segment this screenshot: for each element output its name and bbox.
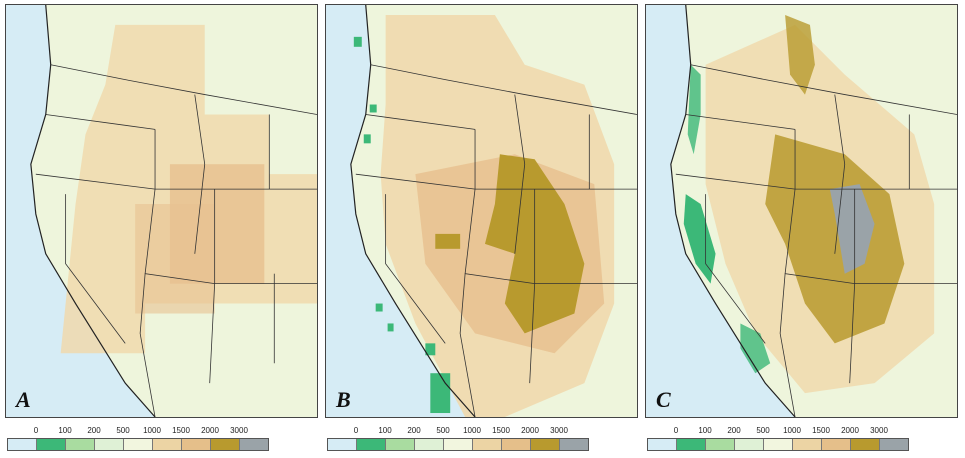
legend-tick: 1000 [143,426,161,435]
legend-tick: 200 [87,426,101,435]
legend-color-swatch [560,439,588,450]
legend-color-swatch [240,439,268,450]
legend-tick: 1000 [463,426,481,435]
legend-c: 0 100 200 500 1000 1500 2000 3000 [647,426,909,454]
legend-tick: 1500 [812,426,830,435]
legend-ticks: 0 100 200 500 1000 1500 2000 3000 [7,426,269,438]
legend-color-swatch [473,439,502,450]
legend-color-swatch [37,439,66,450]
legend-color-swatch [124,439,153,450]
legend-color-swatch [415,439,444,450]
legend-color-swatch [851,439,880,450]
legend-tick: 500 [756,426,770,435]
legend-tick: 2000 [841,426,859,435]
legend-tick: 3000 [870,426,888,435]
legend-a: 0 100 200 500 1000 1500 2000 3000 [7,426,269,454]
southern-green-patch [740,323,771,374]
legend-color-swatch [764,439,793,450]
elevation-high-block-2 [135,204,215,314]
legend-tick: 500 [436,426,450,435]
legend-tick: 200 [407,426,421,435]
legend-color-swatch [706,439,735,450]
legend-color-swatch [8,439,37,450]
coastline [350,5,476,417]
highland-patch [435,233,461,249]
legend-color-swatch [677,439,706,450]
legend-color-swatch [822,439,851,450]
legend-color-swatch [735,439,764,450]
legend-tick: 200 [727,426,741,435]
legend-tick: 100 [698,426,712,435]
legend-color-bar [647,438,909,451]
map-panel-b: B [325,4,638,418]
legend-color-swatch [357,439,386,450]
map-b-svg [350,5,637,417]
legend-color-bar [327,438,589,451]
legend-tick: 500 [116,426,130,435]
legend-color-swatch [444,439,473,450]
elevation-peak-region [829,184,875,274]
state-borders [675,64,957,417]
legend-color-swatch [793,439,822,450]
legend-color-swatch [182,439,211,450]
state-borders [35,64,317,417]
map-panel-a: A [5,4,318,418]
sierra-green-belt [683,194,716,284]
legend-color-swatch [880,439,908,450]
legend-color-swatch [502,439,531,450]
legend-tick: 2000 [201,426,219,435]
panel-label-b: B [336,387,351,412]
legend-color-swatch [386,439,415,450]
legend-tick: 1500 [172,426,190,435]
legend-tick: 3000 [550,426,568,435]
coastal-green-strip [687,64,701,155]
legend-color-swatch [153,439,182,450]
legend-tick: 0 [673,426,679,435]
legend-color-swatch [328,439,357,450]
legend-tick: 100 [378,426,392,435]
legend-tick: 1000 [783,426,801,435]
legend-color-bar [7,438,269,451]
legend-ticks: 0 100 200 500 1000 1500 2000 3000 [647,426,909,438]
coastline [670,5,796,417]
coastline [30,5,156,417]
panel-label-c: C [656,387,671,412]
elevation-highland-region [765,134,905,344]
legend-color-swatch [95,439,124,450]
legend-tick: 3000 [230,426,248,435]
legend-tick: 2000 [521,426,539,435]
legend-tick: 0 [353,426,359,435]
legend-tick: 100 [58,426,72,435]
panel-label-a: A [16,387,31,412]
legend-tick: 1500 [492,426,510,435]
legend-color-swatch [648,439,677,450]
legend-color-swatch [66,439,95,450]
legend-b: 0 100 200 500 1000 1500 2000 3000 [327,426,589,454]
map-c-svg [670,5,957,417]
legend-ticks: 0 100 200 500 1000 1500 2000 3000 [327,426,589,438]
northern-rockies-highland [785,14,815,95]
legend-tick: 0 [33,426,39,435]
map-panel-c: C [645,4,958,418]
legend-color-swatch [531,439,560,450]
legend-color-swatch [211,439,240,450]
state-borders [355,64,637,417]
map-a-svg [30,5,317,417]
